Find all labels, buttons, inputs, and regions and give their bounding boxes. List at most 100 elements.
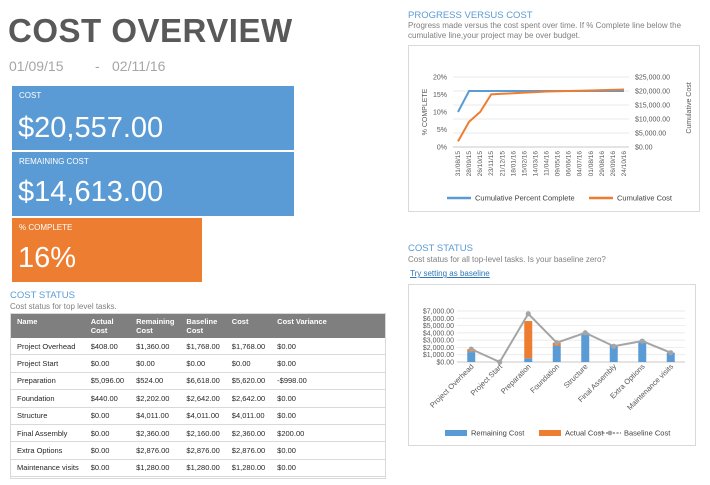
right-axis-title: Cumulative Cost — [686, 82, 693, 133]
bar-remaining-cost — [467, 352, 476, 362]
table-cell: $0.00 — [271, 338, 385, 356]
end-date: 02/11/16 — [112, 58, 166, 74]
table-row: Project Start $0.00 $0.00 $0.00 $0.00 $0.00 — [11, 354, 385, 373]
table-cell: $4,011.00 — [225, 407, 272, 425]
table-cell: $2,876.00 — [225, 441, 272, 460]
left-tick-label: 0% — [437, 145, 447, 152]
table-cell: $0.00 — [84, 407, 131, 425]
right-tick-label: $0.00 — [635, 145, 653, 152]
table-row: Structure $0.00 $4,011.00 $4,011.00 $4,011.0… — [11, 407, 385, 425]
table-cell: Preparation — [11, 372, 85, 391]
x-tick-label: 01/08/16 — [588, 151, 595, 177]
baseline-line — [470, 312, 672, 364]
baseline-point — [668, 350, 674, 356]
table-cell: $2,876.00 — [180, 441, 226, 460]
x-tick-label: 14/03/16 — [532, 151, 539, 177]
table-cell: $4,011.00 — [130, 407, 181, 425]
table-cell: $0.00 — [84, 354, 131, 373]
bar-actual-cost — [524, 321, 533, 359]
x-tick-label: 06/06/16 — [566, 151, 573, 177]
table-cell: Structure — [11, 407, 85, 425]
set-baseline-link[interactable]: Try setting as baseline — [410, 269, 490, 278]
table-row: Extra Options $0.00 $2,876.00 $2,876.00 $2,8… — [11, 441, 385, 460]
bar-remaining-cost — [552, 345, 561, 362]
table-row: Final Assembly $0.00 $2,360.00 $2,160.00 $2,… — [11, 424, 385, 443]
table-cell: $1,280.00 — [180, 459, 226, 478]
table-cell: $2,642.00 — [225, 389, 272, 408]
table-cell: $2,360.00 — [225, 424, 272, 443]
table-cell: $0.00 — [271, 441, 385, 460]
cost-status-desc: Cost status for top level tasks. — [10, 302, 117, 311]
left-tick-label: 5% — [437, 127, 447, 134]
table-cell: $0.00 — [271, 354, 385, 373]
col-header: Actual Cost — [84, 314, 131, 338]
remaining-cost-value: $14,613.00 — [18, 176, 164, 208]
category-label: Structure — [562, 362, 590, 390]
remaining-cost-tile: REMAINING COST $14,613.00 — [12, 152, 294, 216]
table-cell: Final Assembly — [11, 424, 85, 443]
table-cell: $0.00 — [271, 459, 385, 478]
table-cell: $440.00 — [84, 389, 131, 408]
table-row: Project Overhead $408.00 $1,360.00 $1,768.0… — [11, 338, 385, 356]
col-header: Name — [11, 314, 85, 338]
table-cell: $2,642.00 — [180, 389, 226, 408]
baseline-point — [554, 340, 560, 346]
right-tick-label: $5,000.00 — [635, 131, 666, 138]
table-cell: $0.00 — [225, 354, 272, 373]
table-cell: $2,202.00 — [130, 389, 181, 408]
legend-swatch — [445, 430, 467, 436]
x-tick-label: 29/08/16 — [599, 151, 606, 177]
table-cell: $200.00 — [271, 424, 385, 443]
baseline-point — [639, 338, 645, 344]
progress-desc: Progress made versus the cost spent over… — [408, 21, 682, 40]
cost-tile: COST $20,557.00 — [12, 86, 294, 150]
x-tick-label: 11/04/16 — [544, 151, 551, 176]
x-tick-label: 28/09/15 — [466, 151, 473, 177]
y-tick-label: $4,000.00 — [423, 330, 454, 337]
x-tick-label: 31/08/15 — [455, 151, 462, 177]
x-tick-label: 09/05/16 — [555, 151, 562, 177]
cost-status-chart-title: COST STATUS — [408, 243, 473, 254]
right-tick-label: $10,000.00 — [635, 117, 670, 124]
baseline-point — [497, 359, 503, 365]
table-row: Preparation $5,096.00 $524.00 $6,618.00 $5,6… — [11, 372, 385, 391]
bar-remaining-cost — [524, 358, 533, 362]
table-cell: $5,096.00 — [84, 372, 131, 391]
table-row: Maintenance visits $0.00 $1,280.00 $1,280.0… — [11, 459, 385, 478]
x-tick-label: 21/12/15 — [499, 151, 506, 177]
bar-remaining-cost — [666, 352, 675, 362]
table-cell: $0.00 — [84, 424, 131, 443]
baseline-point — [582, 330, 588, 336]
legend-label: Remaining Cost — [471, 429, 525, 438]
table-cell: $6,618.00 — [180, 372, 226, 391]
table-cell: Foundation — [11, 389, 85, 408]
y-tick-label: $3,000.00 — [423, 338, 454, 345]
baseline-point — [525, 311, 531, 317]
table-cell: $2,360.00 — [130, 424, 181, 443]
cost-label: COST — [19, 91, 42, 100]
table-cell: $408.00 — [84, 338, 131, 356]
col-header: Cost — [225, 314, 272, 338]
x-tick-label: 18/01/16 — [510, 151, 517, 177]
remaining-cost-label: REMAINING COST — [19, 157, 89, 166]
cost-status-chart-desc: Cost status for all top-level tasks. Is … — [408, 255, 606, 264]
table-cell: $1,280.00 — [130, 459, 181, 478]
table-cell: $1,280.00 — [225, 459, 272, 478]
table-cell: $0.00 — [130, 354, 181, 373]
x-tick-label: 23/11/15 — [488, 151, 495, 176]
table-body: Project Overhead $408.00 $1,360.00 $1,768.0… — [11, 338, 385, 478]
x-tick-label: 24/10/16 — [621, 151, 628, 177]
col-header: Cost Variance — [271, 314, 385, 338]
x-tick-label: 26/10/15 — [477, 151, 484, 177]
left-axis-title: % COMPLETE — [422, 88, 429, 135]
x-tick-label: 26/09/16 — [610, 151, 617, 177]
bar-remaining-cost — [609, 344, 618, 362]
legend-marker — [607, 430, 613, 436]
cost-status-table-frame: Name Actual Cost Remaining Cost Baseline… — [10, 313, 386, 479]
col-header: Remaining Cost — [130, 314, 181, 338]
table-cell: $0.00 — [84, 459, 131, 478]
table-header-row: Name Actual Cost Remaining Cost Baseline… — [11, 314, 385, 338]
percent-complete-label: % COMPLETE — [19, 223, 73, 232]
bar-remaining-cost — [638, 341, 647, 362]
baseline-point — [611, 343, 617, 349]
